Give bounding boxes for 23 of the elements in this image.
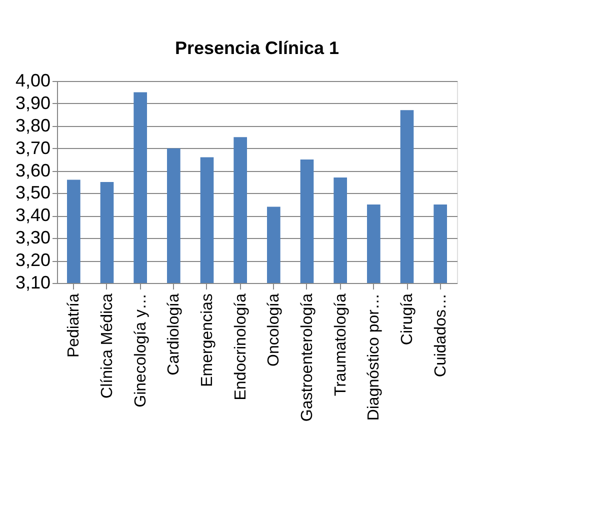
x-tick-label: Traumatología bbox=[332, 293, 350, 396]
y-tick-label: 4,00 bbox=[15, 70, 50, 90]
x-tick-label: Ginecología y… bbox=[132, 294, 150, 408]
x-tick-label: Emergencias bbox=[199, 294, 216, 387]
x-tick-label: Oncología bbox=[266, 293, 283, 366]
y-tick-label: 3,30 bbox=[15, 228, 50, 248]
y-tick-label: 3,10 bbox=[15, 272, 50, 292]
x-tick-label: Endocrinología bbox=[232, 293, 250, 400]
y-tick-label: 3,90 bbox=[15, 92, 50, 113]
chart-title: Presencia Clínica 1 bbox=[174, 38, 340, 58]
x-tick-label: Pediatría bbox=[66, 293, 83, 358]
x-tick-label: Cardiología bbox=[166, 293, 183, 376]
x-tick-label: Cirugía bbox=[399, 293, 416, 346]
x-tick-label: Cuidados… bbox=[432, 294, 450, 378]
y-tick-label: 3,50 bbox=[15, 182, 50, 203]
x-tick-label: Clínica Médica bbox=[99, 293, 116, 398]
y-tick-label: 3,70 bbox=[15, 138, 50, 158]
x-tick-label: Diagnóstico por… bbox=[366, 294, 383, 421]
x-tick-label: Gastroenterología bbox=[299, 293, 316, 422]
y-tick-label: 3,80 bbox=[15, 115, 50, 136]
y-tick-label: 3,20 bbox=[15, 250, 50, 270]
y-tick-label: 3,60 bbox=[15, 160, 50, 180]
y-tick-label: 3,40 bbox=[15, 205, 50, 226]
